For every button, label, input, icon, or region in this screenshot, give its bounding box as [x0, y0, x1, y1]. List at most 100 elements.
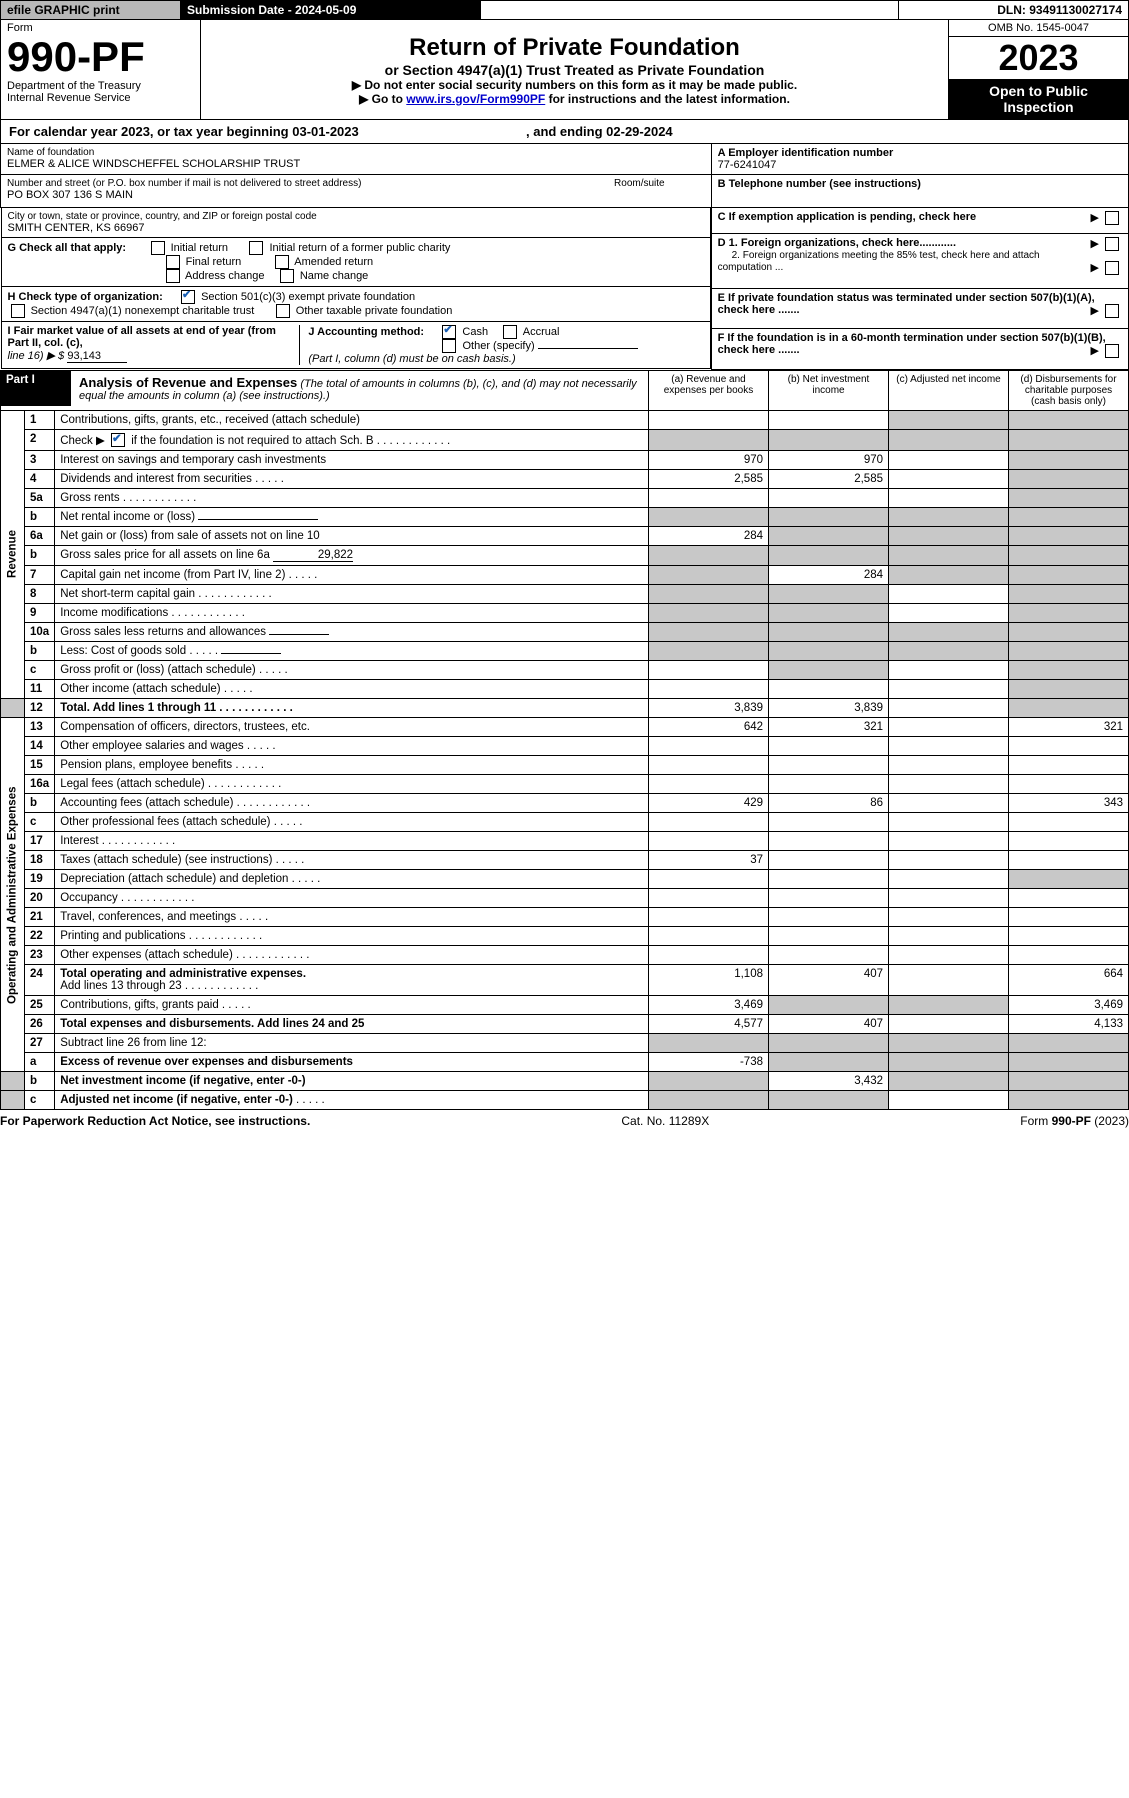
cb-final-return[interactable]: [166, 255, 180, 269]
cb-initial-former[interactable]: [249, 241, 263, 255]
cb-e[interactable]: [1105, 304, 1119, 318]
row-1: Revenue 1 Contributions, gifts, grants, …: [1, 410, 1129, 429]
cb-sch-b[interactable]: [111, 433, 125, 447]
cb-other-taxable[interactable]: [276, 304, 290, 318]
cb-d1[interactable]: [1105, 237, 1119, 251]
footer: For Paperwork Reduction Act Notice, see …: [0, 1110, 1129, 1132]
submission-date: Submission Date - 2024-05-09: [181, 1, 481, 20]
name-label: Name of foundation: [7, 147, 705, 158]
row-26: 26Total expenses and disbursements. Add …: [1, 1015, 1129, 1034]
f-label: F If the foundation is in a 60-month ter…: [718, 332, 1106, 356]
row-16c: cOther professional fees (attach schedul…: [1, 813, 1129, 832]
row-5b: bNet rental income or (loss): [1, 508, 1129, 527]
cb-cash[interactable]: [442, 325, 456, 339]
cb-initial-return[interactable]: [151, 241, 165, 255]
row-16b: bAccounting fees (attach schedule) 42986…: [1, 794, 1129, 813]
form-subtitle: or Section 4947(a)(1) Trust Treated as P…: [207, 62, 942, 78]
row-6a: 6aNet gain or (loss) from sale of assets…: [1, 527, 1129, 546]
dln: DLN: 93491130027174: [899, 1, 1129, 20]
row-10a: 10aGross sales less returns and allowanc…: [1, 623, 1129, 642]
g-label: G Check all that apply:: [8, 242, 127, 254]
row-2: 2 Check ▶ if the foundation is not requi…: [1, 429, 1129, 451]
form-header: Form 990-PF Department of the Treasury I…: [0, 20, 1129, 120]
row-24: 24 Total operating and administrative ex…: [1, 965, 1129, 996]
part-1-table: Part I Analysis of Revenue and Expenses …: [0, 370, 1129, 1111]
col-c-hdr: (c) Adjusted net income: [889, 370, 1009, 410]
row-10b: bLess: Cost of goods sold: [1, 642, 1129, 661]
row-22: 22Printing and publications: [1, 927, 1129, 946]
cb-amended-return[interactable]: [275, 255, 289, 269]
ein-value: 77-6241047: [718, 159, 1122, 171]
irs-link[interactable]: www.irs.gov/Form990PF: [406, 92, 545, 106]
j-note: (Part I, column (d) must be on cash basi…: [308, 353, 515, 365]
cb-d2[interactable]: [1105, 261, 1119, 275]
row-27: 27Subtract line 26 from line 12:: [1, 1034, 1129, 1053]
row-14: 14Other employee salaries and wages: [1, 737, 1129, 756]
col-a-hdr: (a) Revenue and expenses per books: [649, 370, 769, 410]
row-8: 8Net short-term capital gain: [1, 585, 1129, 604]
form-note-1: ▶ Do not enter social security numbers o…: [207, 78, 942, 92]
row-17: 17Interest: [1, 832, 1129, 851]
foundation-name: ELMER & ALICE WINDSCHEFFEL SCHOLARSHIP T…: [7, 158, 705, 170]
footer-left: For Paperwork Reduction Act Notice, see …: [0, 1114, 310, 1128]
row-10c: cGross profit or (loss) (attach schedule…: [1, 661, 1129, 680]
cb-accrual[interactable]: [503, 325, 517, 339]
part-1-label: Part I: [1, 371, 71, 406]
efile-label[interactable]: efile GRAPHIC print: [1, 1, 181, 20]
d1-label: D 1. Foreign organizations, check here..…: [718, 237, 956, 249]
row-9: 9Income modifications: [1, 604, 1129, 623]
e-label: E If private foundation status was termi…: [718, 292, 1095, 316]
spacer: [481, 1, 899, 20]
expenses-side-label: Operating and Administrative Expenses: [1, 718, 25, 1072]
addr-label: Number and street (or P.O. box number if…: [7, 178, 705, 189]
form-title: Return of Private Foundation: [207, 34, 942, 62]
revenue-side-label: Revenue: [1, 410, 25, 699]
row-4: 4Dividends and interest from securities …: [1, 470, 1129, 489]
row-16a: 16aLegal fees (attach schedule): [1, 775, 1129, 794]
row-7: 7Capital gain net income (from Part IV, …: [1, 566, 1129, 585]
row-27c: cAdjusted net income (if negative, enter…: [1, 1091, 1129, 1110]
i-label: I Fair market value of all assets at end…: [8, 325, 276, 349]
cb-c[interactable]: [1105, 211, 1119, 225]
c-label: C If exemption application is pending, c…: [718, 211, 977, 223]
form-note-2: ▶ Go to www.irs.gov/Form990PF for instru…: [207, 92, 942, 106]
ein-label: A Employer identification number: [718, 147, 1122, 159]
part-1-title: Analysis of Revenue and Expenses: [79, 375, 297, 390]
top-bar: efile GRAPHIC print Submission Date - 20…: [0, 0, 1129, 20]
d2-label: 2. Foreign organizations meeting the 85%…: [718, 250, 1040, 273]
dept-treasury: Department of the Treasury Internal Reve…: [1, 78, 200, 110]
row-21: 21Travel, conferences, and meetings: [1, 908, 1129, 927]
row-25: 25Contributions, gifts, grants paid 3,46…: [1, 996, 1129, 1015]
col-b-hdr: (b) Net investment income: [769, 370, 889, 410]
row-27a: aExcess of revenue over expenses and dis…: [1, 1053, 1129, 1072]
open-public: Open to Public Inspection: [949, 79, 1128, 119]
tel-label: B Telephone number (see instructions): [718, 178, 1122, 190]
row-19: 19Depreciation (attach schedule) and dep…: [1, 870, 1129, 889]
identity-block: Name of foundation ELMER & ALICE WINDSCH…: [0, 144, 1129, 370]
row-11: 11Other income (attach schedule): [1, 680, 1129, 699]
tax-year: 2023: [949, 37, 1128, 79]
fmv-value: 93,143: [67, 350, 127, 363]
cb-address-change[interactable]: [166, 269, 180, 283]
city-label: City or town, state or province, country…: [8, 211, 704, 222]
footer-mid: Cat. No. 11289X: [621, 1114, 709, 1128]
row-3: 3Interest on savings and temporary cash …: [1, 451, 1129, 470]
cb-name-change[interactable]: [280, 269, 294, 283]
footer-right: Form 990-PF (2023): [1020, 1114, 1129, 1128]
cb-501c3[interactable]: [181, 290, 195, 304]
row-20: 20Occupancy: [1, 889, 1129, 908]
row-27b: bNet investment income (if negative, ent…: [1, 1072, 1129, 1091]
omb-number: OMB No. 1545-0047: [949, 20, 1128, 37]
row-5a: 5aGross rents: [1, 489, 1129, 508]
cb-other-method[interactable]: [442, 339, 456, 353]
row-23: 23Other expenses (attach schedule): [1, 946, 1129, 965]
cb-4947a1[interactable]: [11, 304, 25, 318]
cb-f[interactable]: [1105, 344, 1119, 358]
city-state-zip: SMITH CENTER, KS 66967: [8, 222, 704, 234]
j-label: J Accounting method:: [308, 326, 424, 338]
row-18: 18Taxes (attach schedule) (see instructi…: [1, 851, 1129, 870]
street-address: PO BOX 307 136 S MAIN: [7, 189, 705, 201]
col-d-hdr: (d) Disbursements for charitable purpose…: [1009, 370, 1129, 410]
h-label: H Check type of organization:: [8, 291, 163, 303]
row-6b: bGross sales price for all assets on lin…: [1, 546, 1129, 566]
